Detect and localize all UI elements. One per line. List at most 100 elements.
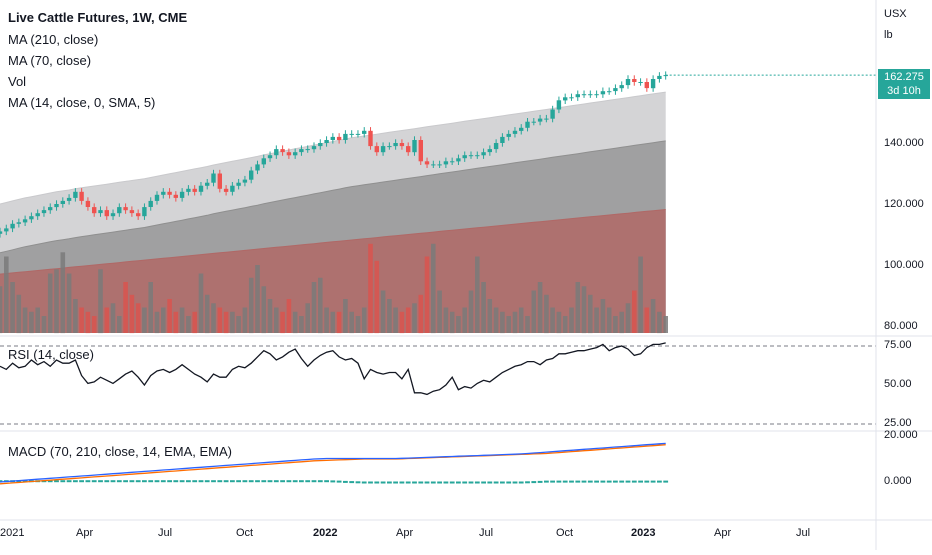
volume-bar [85, 311, 91, 334]
macd-histogram-bar [98, 480, 103, 483]
last-price-tag: 162.275 3d 10h [878, 69, 930, 99]
candle-body [625, 79, 631, 86]
candle-body [274, 149, 279, 156]
volume-bar [161, 307, 166, 333]
macd-histogram-bar [487, 481, 493, 484]
macd-histogram-bar [531, 481, 537, 484]
legend-ma210[interactable]: MA (210, close) [8, 32, 99, 47]
candle-body [318, 143, 323, 147]
macd-histogram-bar [217, 480, 223, 483]
volume-bar [198, 273, 204, 333]
candle-body [644, 82, 649, 89]
macd-legend[interactable]: MACD (70, 210, close, 14, EMA, EMA) [8, 444, 232, 459]
macd-histogram-bar [299, 480, 304, 483]
volume-bar [594, 307, 599, 333]
candle-body [431, 164, 436, 166]
macd-histogram-bar [123, 480, 128, 483]
candle-body [481, 152, 486, 156]
macd-histogram-bar [474, 481, 480, 484]
volume-bar [462, 307, 467, 333]
volume-bar [531, 290, 537, 333]
macd-histogram-bar [142, 480, 147, 483]
volume-bar [374, 260, 380, 334]
candle-body [92, 207, 97, 214]
macd-histogram-bar [418, 481, 424, 484]
candle-body [638, 82, 643, 83]
macd-histogram-bar [116, 480, 122, 483]
volume-bar [361, 307, 367, 333]
volume-bar [324, 307, 329, 333]
volume-bar [192, 311, 197, 334]
macd-histogram-bar [148, 480, 154, 483]
macd-histogram-bar [518, 481, 524, 484]
time-tick: Apr [76, 527, 94, 539]
volume-bar [255, 265, 260, 333]
volume-bar [73, 299, 78, 333]
volume-bar [581, 286, 587, 334]
candle-body [336, 136, 342, 140]
volume-bar [424, 256, 430, 333]
macd-histogram-bar [456, 481, 461, 484]
macd-histogram-bar [368, 481, 373, 484]
volume-bar [481, 282, 486, 333]
candle-body [450, 161, 455, 163]
macd-histogram-bar [192, 480, 198, 483]
candle-body [456, 158, 461, 162]
macd-histogram-bar [657, 480, 662, 483]
candle-body [544, 118, 549, 120]
candle-body [368, 130, 373, 147]
macd-histogram-bar [544, 480, 549, 483]
macd-histogram-bar [330, 480, 336, 483]
candle-body [632, 79, 637, 82]
candle-body [41, 210, 47, 214]
volume-bar [456, 316, 461, 333]
volume-bar [311, 282, 317, 333]
candle-body [418, 140, 423, 162]
last-price-value: 162.275 [884, 71, 924, 83]
volume-bar [79, 307, 84, 333]
candle-body [311, 146, 317, 150]
volume-bar [343, 299, 348, 333]
macd-histogram-bar [110, 480, 116, 483]
volume-bar [588, 294, 593, 334]
candle-body [48, 207, 53, 211]
ma210-area [0, 209, 666, 333]
candle-body [607, 91, 612, 93]
volume-bar [431, 243, 436, 334]
volume-bar [29, 311, 34, 334]
macd-tick: 0.000 [884, 475, 912, 487]
volume-bar [556, 311, 562, 334]
macd-histogram-bar [223, 480, 229, 483]
volume-bar [223, 311, 229, 334]
volume-bar [468, 290, 474, 333]
legend-ma70[interactable]: MA (70, close) [8, 53, 92, 68]
macd-histogram-bar [292, 480, 298, 483]
volume-bar [117, 316, 122, 333]
candle-body [154, 194, 160, 201]
volume-bar [267, 299, 273, 333]
candle-body [506, 133, 511, 137]
macd-histogram-bar [481, 481, 486, 484]
volume-bar [493, 307, 499, 333]
legend-vol[interactable]: Vol [8, 74, 27, 89]
candle-body [619, 85, 624, 89]
candle-body [242, 179, 248, 183]
macd-pane [0, 442, 669, 485]
candle-body [443, 161, 449, 165]
macd-histogram-bar [638, 480, 643, 483]
macd-histogram-bar [248, 480, 254, 483]
volume-bar [66, 273, 72, 333]
volume-bar [211, 303, 216, 333]
candle-body [66, 197, 72, 201]
time-tick: Apr [396, 527, 414, 539]
candle-body [129, 210, 135, 214]
unit-label: lb [884, 29, 893, 41]
candle-body [537, 118, 543, 122]
legend-vol-ma[interactable]: MA (14, close, 0, SMA, 5) [8, 95, 156, 110]
rsi-legend[interactable]: RSI (14, close) [8, 347, 94, 362]
macd-histogram-bar [198, 480, 204, 483]
macd-histogram-bar [135, 480, 141, 483]
